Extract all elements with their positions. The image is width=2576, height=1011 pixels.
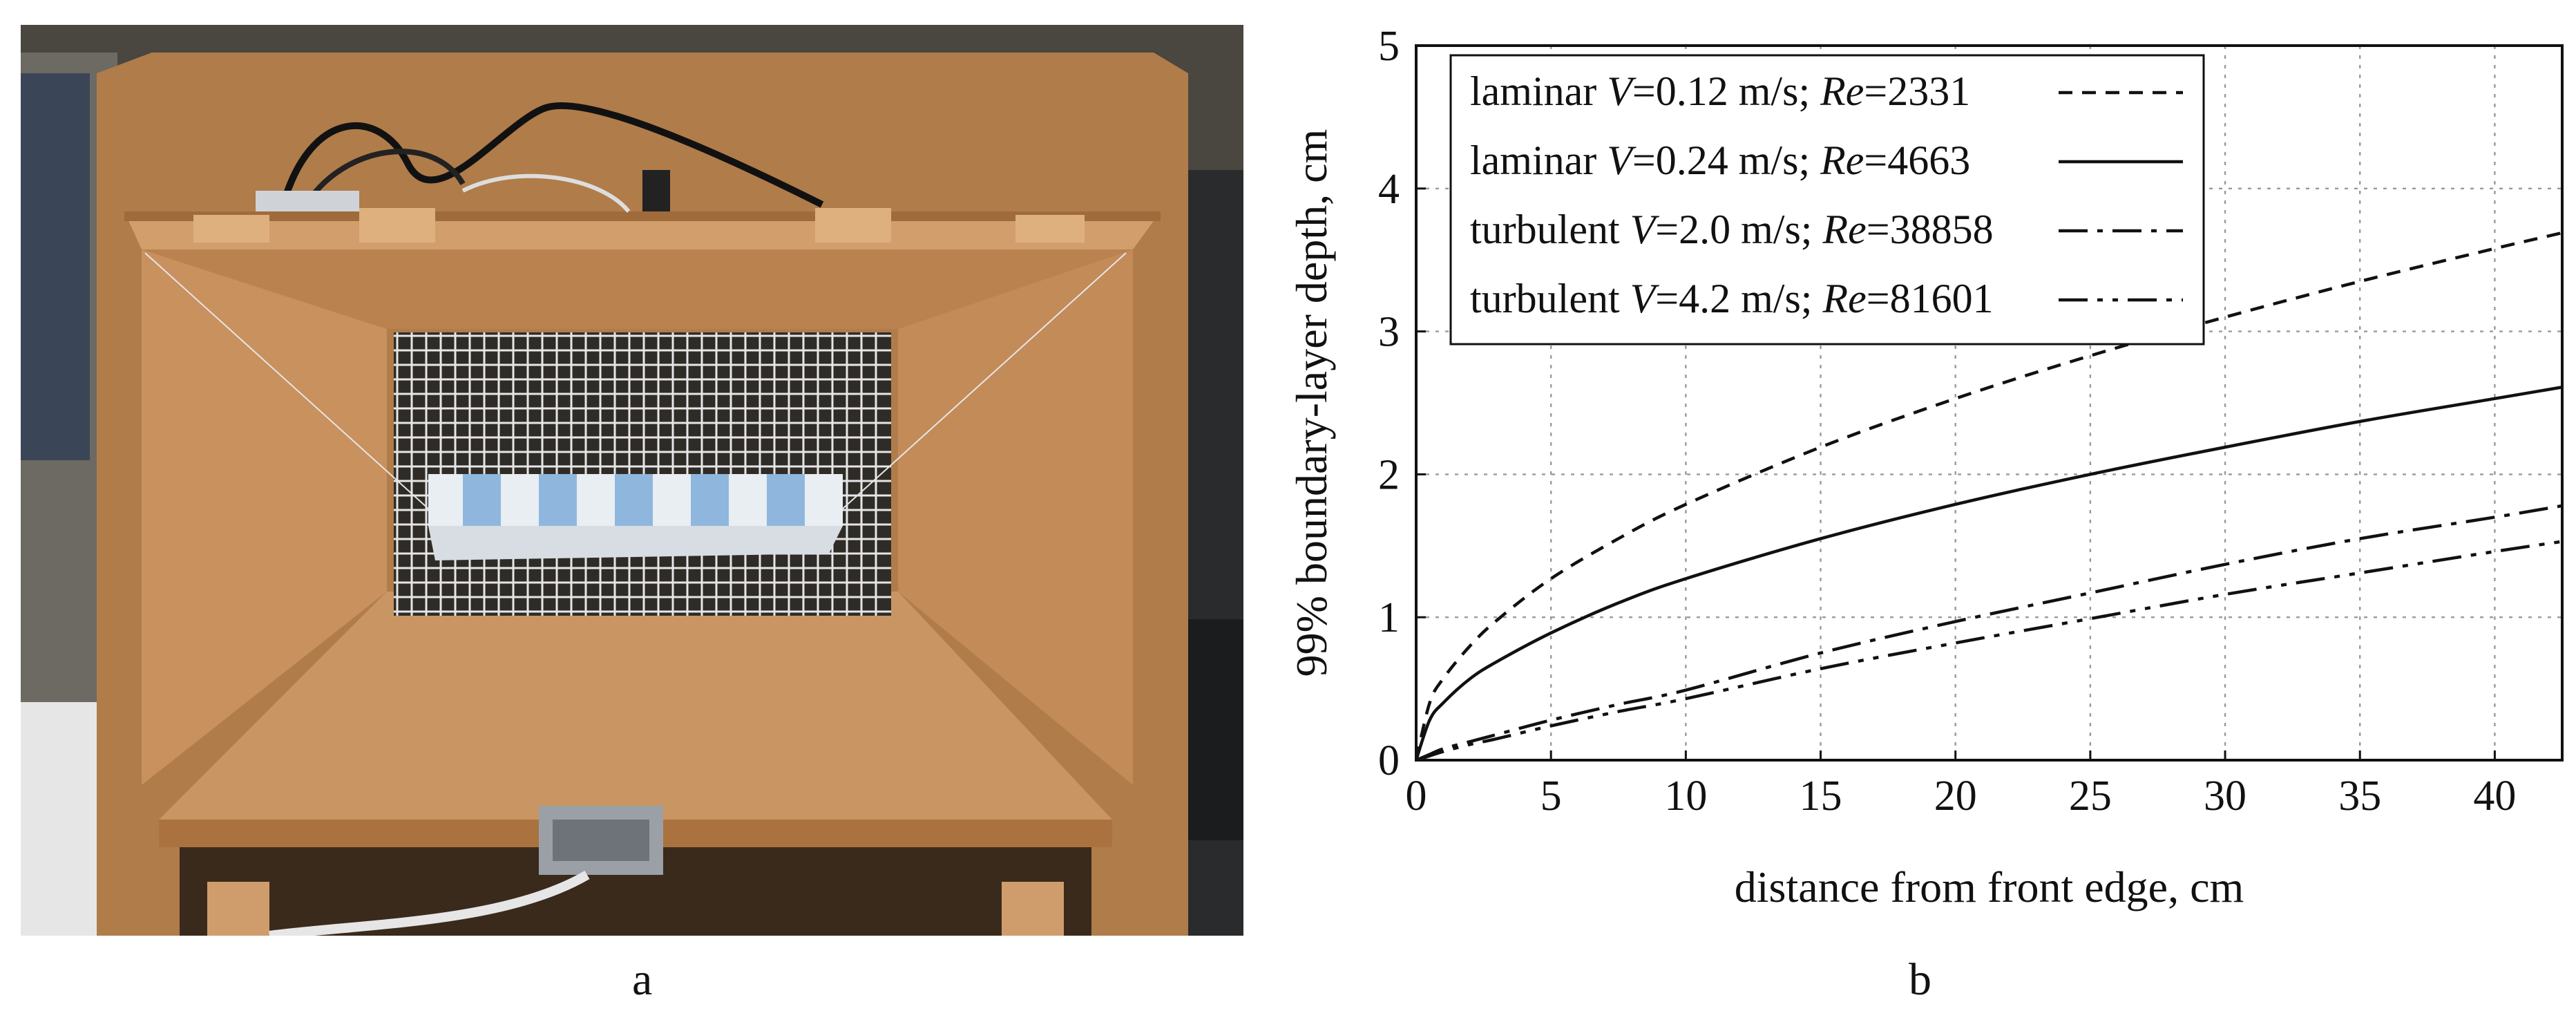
legend-text-part: Re xyxy=(1820,68,1864,114)
legend-text-part: =4.2 m/s; xyxy=(1655,276,1822,321)
x-tick-label: 30 xyxy=(2204,773,2246,820)
legend-entry-4: turbulent V=4.2 m/s; Re=81601 xyxy=(1470,276,1994,321)
legend-text-part: V xyxy=(1630,276,1660,321)
legend-text-part: =81601 xyxy=(1867,276,1994,321)
legend-text-part: Re xyxy=(1820,138,1864,183)
y-tick-label: 3 xyxy=(1378,309,1400,356)
wind-tunnel-photo xyxy=(21,25,1243,936)
plot-frame xyxy=(1415,44,2564,762)
y-tick-label: 4 xyxy=(1378,166,1400,213)
x-tick-label: 35 xyxy=(2338,773,2381,820)
legend-text-part: Re xyxy=(1822,207,1866,252)
x-tick-label: 10 xyxy=(1664,773,1707,820)
x-tick-label: 0 xyxy=(1406,773,1427,820)
legend-text-part: =4663 xyxy=(1864,138,1970,183)
legend-text-part: =2.0 m/s; xyxy=(1655,207,1822,252)
y-axis-title: 99% boundary-layer depth, cm xyxy=(1287,129,1336,677)
axis-ticks: 0 5 10 15 20 25 30 35 40 0 1 2 3 4 5 xyxy=(1378,23,2516,820)
legend-entry-1: laminar V=0.12 m/s; Re=2331 xyxy=(1470,68,1970,114)
panel-label-b: b xyxy=(1909,954,1931,1005)
series-lines xyxy=(1414,231,2563,762)
legend-text-part: =0.12 m/s; xyxy=(1632,68,1820,114)
legend-text-part: Re xyxy=(1822,276,1866,321)
x-axis-title: distance from front edge, cm xyxy=(1735,862,2244,911)
legend-text-part: turbulent xyxy=(1470,207,1630,252)
legend-text-part: V xyxy=(1607,138,1637,183)
y-tick-label: 0 xyxy=(1378,737,1400,784)
wind-tunnel-photo-drawing xyxy=(21,25,1243,936)
y-tick-label: 5 xyxy=(1378,23,1400,70)
legend-box xyxy=(1449,54,2205,346)
legend-text-part: =38858 xyxy=(1867,207,1994,252)
legend-text-part: =2331 xyxy=(1864,68,1970,114)
y-tick-label: 1 xyxy=(1378,594,1400,641)
series-line-1 xyxy=(1414,231,2563,761)
series-line-2 xyxy=(1414,386,2563,761)
legend-text-part: =0.24 m/s; xyxy=(1632,138,1820,183)
legend-text-part: turbulent xyxy=(1470,276,1630,321)
x-tick-label: 5 xyxy=(1540,773,1562,820)
boundary-layer-chart: 0 5 10 15 20 25 30 35 40 0 1 2 3 4 5 laminar V=0.12 m/… xyxy=(1264,14,2576,954)
x-tick-label: 25 xyxy=(2069,773,2112,820)
legend-text-part: laminar xyxy=(1470,68,1607,114)
legend-text-part: V xyxy=(1607,68,1637,114)
legend-text-part: laminar xyxy=(1470,138,1607,183)
y-tick-label: 2 xyxy=(1378,451,1400,498)
legend-text-part: V xyxy=(1630,207,1660,252)
series-line-3 xyxy=(1415,504,2563,762)
x-tick-label: 15 xyxy=(1800,773,1842,820)
legend-entry-3: turbulent V=2.0 m/s; Re=38858 xyxy=(1470,207,1994,252)
x-tick-label: 20 xyxy=(1934,773,1977,820)
x-tick-label: 40 xyxy=(2473,773,2516,820)
legend-entry-2: laminar V=0.24 m/s; Re=4663 xyxy=(1470,138,1970,183)
panel-label-a: a xyxy=(632,954,653,1005)
series-line-4 xyxy=(1415,540,2563,762)
